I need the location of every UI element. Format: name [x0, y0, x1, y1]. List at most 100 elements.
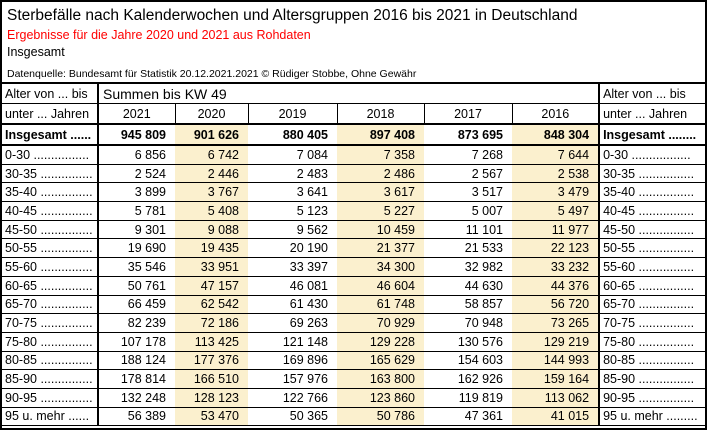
table-row: 40-45 ............... 5 781 5 408 5 123 5 22…	[2, 201, 705, 221]
value-cell: 113 062	[512, 388, 600, 408]
age-label-right: 35-40 ................	[598, 182, 705, 203]
right-age-header-line2: unter ... Jahren	[598, 103, 705, 125]
value-cell: 41 015	[512, 407, 600, 427]
value-cell: 3 617	[337, 182, 424, 203]
age-label-left: 40-45 ...............	[2, 201, 99, 221]
value-cell: 21 533	[424, 238, 512, 259]
value-cell: 901 626	[175, 124, 248, 146]
table-row: 75-80 ............... 107 178 113 425 121 1…	[2, 332, 705, 352]
value-cell: 5 408	[175, 201, 248, 221]
age-label-left: 75-80 ...............	[2, 332, 99, 352]
value-cell: 33 397	[248, 257, 337, 277]
value-cell: 46 604	[337, 276, 424, 296]
age-label-right: 50-55 ................	[598, 238, 705, 259]
age-label-left: 65-70 ...............	[2, 295, 99, 315]
value-cell: 9 301	[98, 220, 175, 240]
total-row: Insgesamt ...... 945 809 901 626 880 405 897…	[2, 124, 705, 146]
age-label-right: 85-90 ................	[598, 369, 705, 389]
age-label-right: 80-85 ................	[598, 351, 705, 371]
value-cell: 945 809	[98, 124, 175, 146]
value-cell: 66 459	[98, 295, 175, 315]
value-cell: 19 435	[175, 238, 248, 259]
value-cell: 9 088	[175, 220, 248, 240]
value-cell: 20 190	[248, 238, 337, 259]
value-cell: 7 084	[248, 145, 337, 165]
value-cell: 3 479	[512, 182, 600, 203]
value-cell: 165 629	[337, 351, 424, 371]
age-label-left: 95 u. mehr ......	[2, 407, 99, 427]
value-cell: 2 483	[248, 164, 337, 184]
value-cell: 46 081	[248, 276, 337, 296]
age-label-left: 85-90 ...............	[2, 369, 99, 389]
age-label-right: 75-80 ................	[598, 332, 705, 352]
value-cell: 50 761	[98, 276, 175, 296]
value-cell: 154 603	[424, 351, 512, 371]
value-cell: 119 819	[424, 388, 512, 408]
value-cell: 5 007	[424, 201, 512, 221]
value-cell: 122 766	[248, 388, 337, 408]
value-cell: 3 517	[424, 182, 512, 203]
value-cell: 10 459	[337, 220, 424, 240]
value-cell: 178 814	[98, 369, 175, 389]
value-cell: 2 567	[424, 164, 512, 184]
value-cell: 5 781	[98, 201, 175, 221]
value-cell: 50 365	[248, 407, 337, 427]
value-cell: 56 389	[98, 407, 175, 427]
left-age-header-line2: unter ... Jahren	[2, 103, 99, 125]
age-label-left: 70-75 ...............	[2, 313, 99, 333]
age-label-right: 30-35 ................	[598, 164, 705, 184]
age-label-left: 45-50 ...............	[2, 220, 99, 240]
value-cell: 44 376	[512, 276, 600, 296]
value-cell: 47 157	[175, 276, 248, 296]
value-cell: 5 227	[337, 201, 424, 221]
value-cell: 7 644	[512, 145, 600, 165]
value-cell: 61 430	[248, 295, 337, 315]
value-cell: 129 228	[337, 332, 424, 352]
left-age-header-line1: Alter von ... bis	[2, 83, 99, 104]
subtitle-red: Ergebnisse für die Jahre 2020 und 2021 a…	[7, 28, 311, 42]
table-row: 90-95 ............... 132 248 128 123 122 7…	[2, 388, 705, 408]
value-cell: 19 690	[98, 238, 175, 259]
value-cell: 166 510	[175, 369, 248, 389]
value-cell: 82 239	[98, 313, 175, 333]
year-column-header: 2016	[511, 103, 600, 125]
value-cell: 848 304	[512, 124, 600, 146]
value-cell: 6 856	[98, 145, 175, 165]
value-cell: 33 951	[175, 257, 248, 277]
value-cell: 897 408	[337, 124, 424, 146]
value-cell: 144 993	[512, 351, 600, 371]
year-column-header: 2019	[247, 103, 338, 125]
value-cell: 5 123	[248, 201, 337, 221]
source-note: Datenquelle: Bundesamt für Statistik 20.…	[7, 68, 417, 80]
age-label-right: 95 u. mehr .........	[598, 407, 705, 427]
table-row: 65-70 ............... 66 459 62 542 61 430 6…	[2, 295, 705, 315]
value-cell: 188 124	[98, 351, 175, 371]
age-label-right: 40-45 ................	[598, 201, 705, 221]
value-cell: 61 748	[337, 295, 424, 315]
value-cell: 3 767	[175, 182, 248, 203]
table-body: Insgesamt ...... 945 809 901 626 880 405 897…	[2, 124, 705, 427]
value-cell: 62 542	[175, 295, 248, 315]
age-label-left: 80-85 ...............	[2, 351, 99, 371]
value-cell: 128 123	[175, 388, 248, 408]
value-cell: 72 186	[175, 313, 248, 333]
value-cell: 73 265	[512, 313, 600, 333]
year-header-row: unter ... Jahren 2021 2020 2019 2018 201…	[2, 103, 705, 125]
table-row: 70-75 ............... 82 239 72 186 69 263 7…	[2, 313, 705, 333]
value-cell: 33 232	[512, 257, 600, 277]
age-label-left: 55-60 ...............	[2, 257, 99, 277]
data-table: Alter von ... bis Summen bis KW 49 Alter…	[2, 82, 705, 427]
year-column-header: 2018	[336, 103, 425, 125]
value-cell: 21 377	[337, 238, 424, 259]
age-label-left: 60-65 ...............	[2, 276, 99, 296]
value-cell: 880 405	[248, 124, 337, 146]
value-cell: 7 358	[337, 145, 424, 165]
value-cell: 58 857	[424, 295, 512, 315]
header-row-top: Alter von ... bis Summen bis KW 49 Alter…	[2, 83, 705, 104]
value-cell: 9 562	[248, 220, 337, 240]
value-cell: 35 546	[98, 257, 175, 277]
table-row: 50-55 ............... 19 690 19 435 20 190 2…	[2, 238, 705, 259]
value-cell: 69 263	[248, 313, 337, 333]
value-cell: 70 929	[337, 313, 424, 333]
value-cell: 22 123	[512, 238, 600, 259]
